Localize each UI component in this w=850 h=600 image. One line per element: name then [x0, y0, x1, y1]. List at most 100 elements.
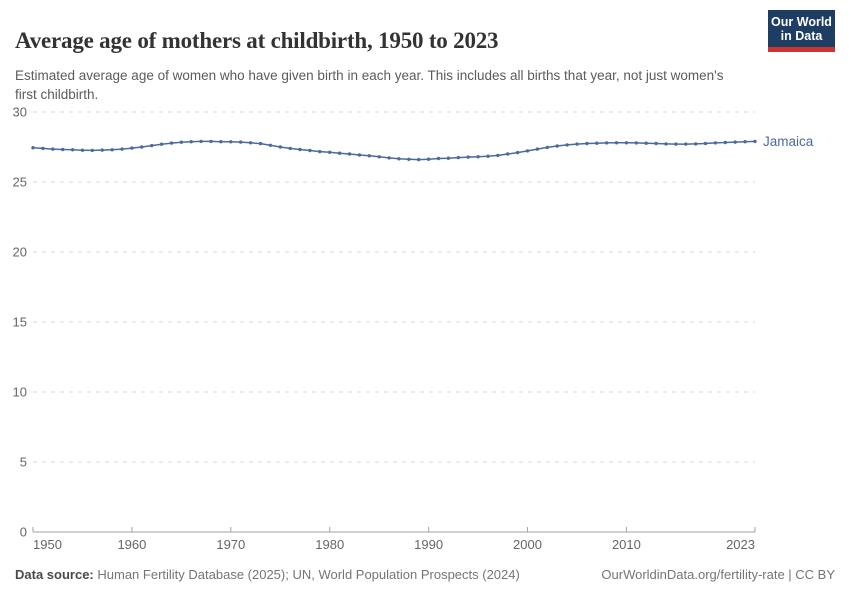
- citation-link-text[interactable]: OurWorldinData.org/fertility-rate | CC B…: [601, 567, 835, 582]
- data-point[interactable]: [347, 152, 352, 156]
- data-point[interactable]: [199, 139, 203, 144]
- data-point[interactable]: [486, 154, 490, 158]
- data-point[interactable]: [634, 141, 638, 145]
- data-point[interactable]: [515, 150, 520, 155]
- x-tick-label-1950: 1950: [33, 537, 62, 552]
- data-point[interactable]: [446, 156, 451, 160]
- y-tick-label-0: 0: [20, 525, 27, 540]
- data-point[interactable]: [219, 140, 223, 144]
- x-tick-label-1990: 1990: [414, 537, 443, 552]
- data-point[interactable]: [357, 153, 362, 157]
- data-point[interactable]: [417, 157, 421, 162]
- data-point[interactable]: [506, 152, 510, 156]
- series-label-jamaica[interactable]: Jamaica: [763, 134, 814, 149]
- logo-line-1: Our World: [771, 14, 832, 29]
- data-point[interactable]: [298, 147, 302, 152]
- x-tick-label-1970: 1970: [216, 537, 245, 552]
- data-point[interactable]: [674, 142, 678, 146]
- x-tick-label-2010: 2010: [612, 537, 641, 552]
- data-point[interactable]: [80, 148, 85, 152]
- data-point[interactable]: [604, 141, 609, 145]
- data-point[interactable]: [120, 147, 124, 151]
- data-point[interactable]: [535, 147, 540, 151]
- data-point[interactable]: [476, 155, 480, 159]
- y-tick-label-15: 15: [13, 315, 27, 330]
- data-point[interactable]: [456, 155, 460, 160]
- data-point[interactable]: [565, 143, 569, 147]
- x-tick-label-1980: 1980: [315, 537, 344, 552]
- footer-source: Data source: Human Fertility Database (2…: [15, 567, 520, 582]
- data-point[interactable]: [387, 156, 391, 160]
- y-tick-label-5: 5: [20, 455, 27, 470]
- data-point[interactable]: [555, 144, 559, 148]
- data-point[interactable]: [585, 141, 589, 146]
- data-point[interactable]: [140, 145, 144, 149]
- data-point[interactable]: [169, 141, 174, 145]
- data-point[interactable]: [595, 141, 599, 145]
- data-point[interactable]: [179, 140, 184, 144]
- data-point[interactable]: [694, 142, 698, 146]
- source-label: Data source:: [15, 567, 94, 582]
- data-point[interactable]: [545, 145, 549, 150]
- data-point[interactable]: [367, 154, 371, 158]
- source-text: Human Fertility Database (2025); UN, Wor…: [97, 567, 520, 582]
- y-tick-label-20: 20: [13, 245, 27, 260]
- data-point[interactable]: [753, 139, 757, 144]
- x-tick-label-2000: 2000: [513, 537, 542, 552]
- data-point[interactable]: [239, 140, 243, 144]
- data-point[interactable]: [654, 141, 658, 146]
- data-point[interactable]: [308, 148, 312, 153]
- y-tick-label-30: 30: [13, 105, 27, 120]
- footer-citation-link[interactable]: OurWorldinData.org/fertility-rate | CC B…: [601, 567, 835, 582]
- data-point[interactable]: [288, 146, 292, 151]
- data-point[interactable]: [248, 141, 253, 145]
- data-point[interactable]: [426, 157, 431, 161]
- data-point[interactable]: [377, 155, 381, 159]
- data-point[interactable]: [159, 142, 164, 146]
- data-point[interactable]: [31, 146, 35, 150]
- data-point[interactable]: [496, 153, 500, 158]
- data-point[interactable]: [525, 149, 530, 153]
- data-point[interactable]: [713, 141, 718, 145]
- data-point[interactable]: [397, 157, 401, 161]
- data-point[interactable]: [684, 142, 688, 146]
- data-point[interactable]: [337, 151, 342, 155]
- y-tick-label-10: 10: [13, 385, 27, 400]
- data-point[interactable]: [466, 155, 470, 159]
- data-point[interactable]: [575, 142, 579, 146]
- data-point[interactable]: [150, 143, 154, 148]
- data-point[interactable]: [209, 139, 213, 144]
- data-point[interactable]: [258, 141, 263, 146]
- data-point[interactable]: [189, 140, 193, 144]
- data-point[interactable]: [733, 140, 737, 144]
- data-point[interactable]: [268, 143, 273, 147]
- data-point[interactable]: [229, 140, 233, 144]
- data-point[interactable]: [328, 150, 332, 154]
- data-point[interactable]: [407, 157, 411, 161]
- data-point[interactable]: [41, 146, 45, 151]
- data-point[interactable]: [90, 148, 95, 153]
- owid-logo: Our World in Data: [768, 10, 835, 52]
- data-point[interactable]: [614, 141, 619, 145]
- data-point[interactable]: [664, 142, 668, 146]
- data-point[interactable]: [703, 141, 708, 146]
- data-point[interactable]: [51, 147, 55, 151]
- data-point[interactable]: [723, 140, 727, 145]
- data-point[interactable]: [743, 140, 747, 144]
- page-subtitle: Estimated average age of women who have …: [15, 67, 724, 102]
- data-point[interactable]: [61, 147, 65, 152]
- page-title: Average age of mothers at childbirth, 19…: [15, 28, 499, 54]
- data-point[interactable]: [318, 149, 322, 154]
- data-point[interactable]: [110, 148, 114, 152]
- logo-line-2: in Data: [780, 28, 823, 43]
- data-point[interactable]: [100, 148, 104, 152]
- x-tick-label-2023: 2023: [726, 537, 755, 552]
- data-point[interactable]: [624, 141, 629, 145]
- data-point[interactable]: [436, 156, 441, 161]
- data-point[interactable]: [644, 141, 648, 145]
- data-point[interactable]: [130, 146, 134, 150]
- data-point[interactable]: [70, 148, 75, 152]
- data-point[interactable]: [278, 145, 282, 149]
